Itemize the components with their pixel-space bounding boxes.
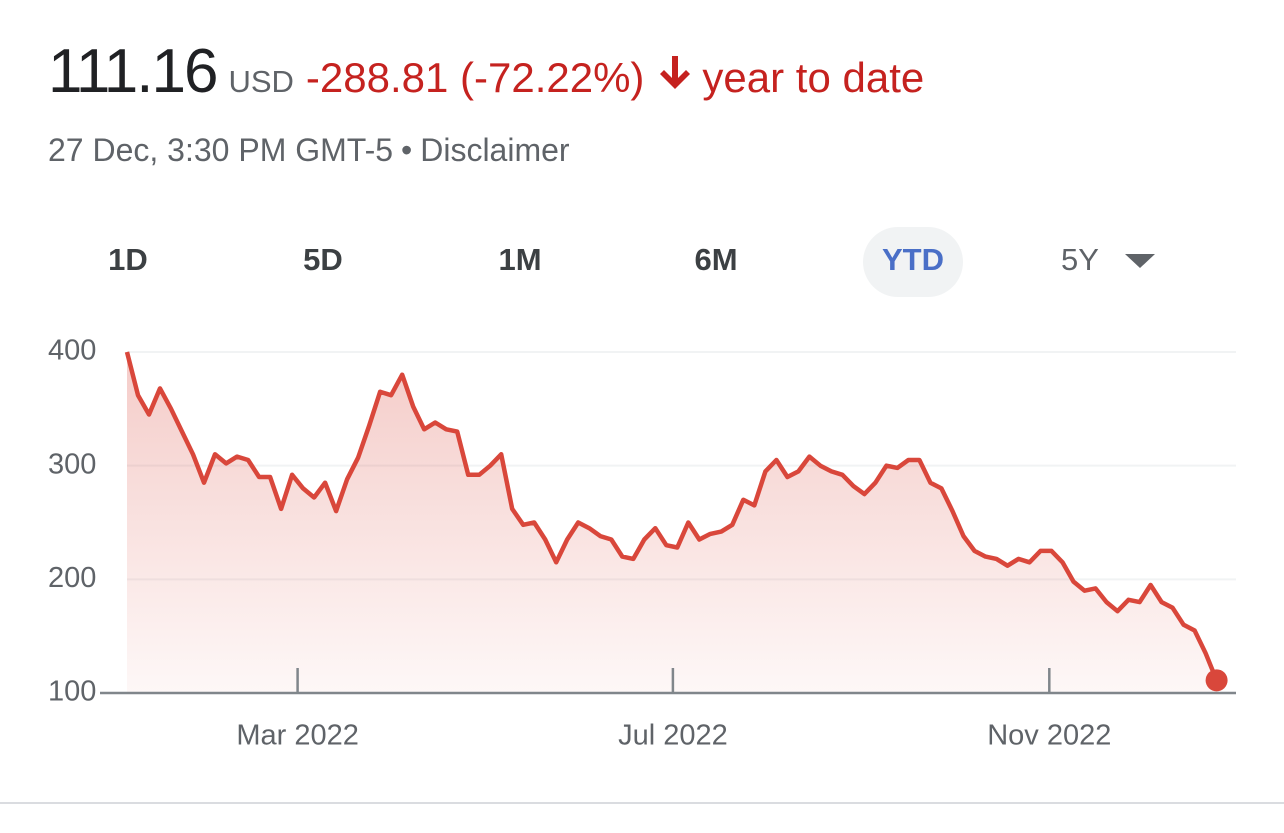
dropdown-caret (1125, 254, 1155, 268)
separator: • (401, 132, 413, 168)
price: 111.16 (48, 37, 218, 106)
currency: USD (228, 64, 294, 99)
tab-selected-bg (863, 227, 963, 297)
quote-header: 111.16 USD -288.81 (-72.22%) year to dat… (48, 36, 924, 107)
price-line (124, 351, 1219, 682)
range-tab[interactable]: 6M (694, 242, 737, 277)
period: year to date (702, 54, 925, 101)
range-tab[interactable]: 5D (303, 242, 343, 277)
range-tab[interactable]: 1M (498, 242, 541, 277)
disclaimer[interactable]: Disclaimer (420, 132, 570, 168)
x-tick-label: Nov 2022 (987, 720, 1111, 752)
last-point (1205, 669, 1228, 692)
y-tick-label: 400 (48, 335, 96, 367)
change: -288.81 (-72.22%) (305, 54, 645, 101)
range-tab[interactable]: 1D (108, 242, 148, 277)
x-tick-label: Jul 2022 (618, 720, 728, 752)
range-tab[interactable]: 5Y (1061, 242, 1099, 277)
area (127, 352, 1217, 693)
y-tick-label: 300 (48, 448, 96, 480)
range-tab[interactable]: YTD (882, 242, 944, 277)
down-arrow (660, 55, 691, 89)
subtitle: 27 Dec, 3:30 PM GMT-5 • Disclaimer (48, 132, 578, 169)
y-tick-label: 200 (48, 562, 96, 594)
y-tick-label: 100 (48, 676, 96, 708)
timestamp: 27 Dec, 3:30 PM GMT-5 (48, 132, 394, 168)
x-tick-label: Mar 2022 (236, 720, 359, 752)
